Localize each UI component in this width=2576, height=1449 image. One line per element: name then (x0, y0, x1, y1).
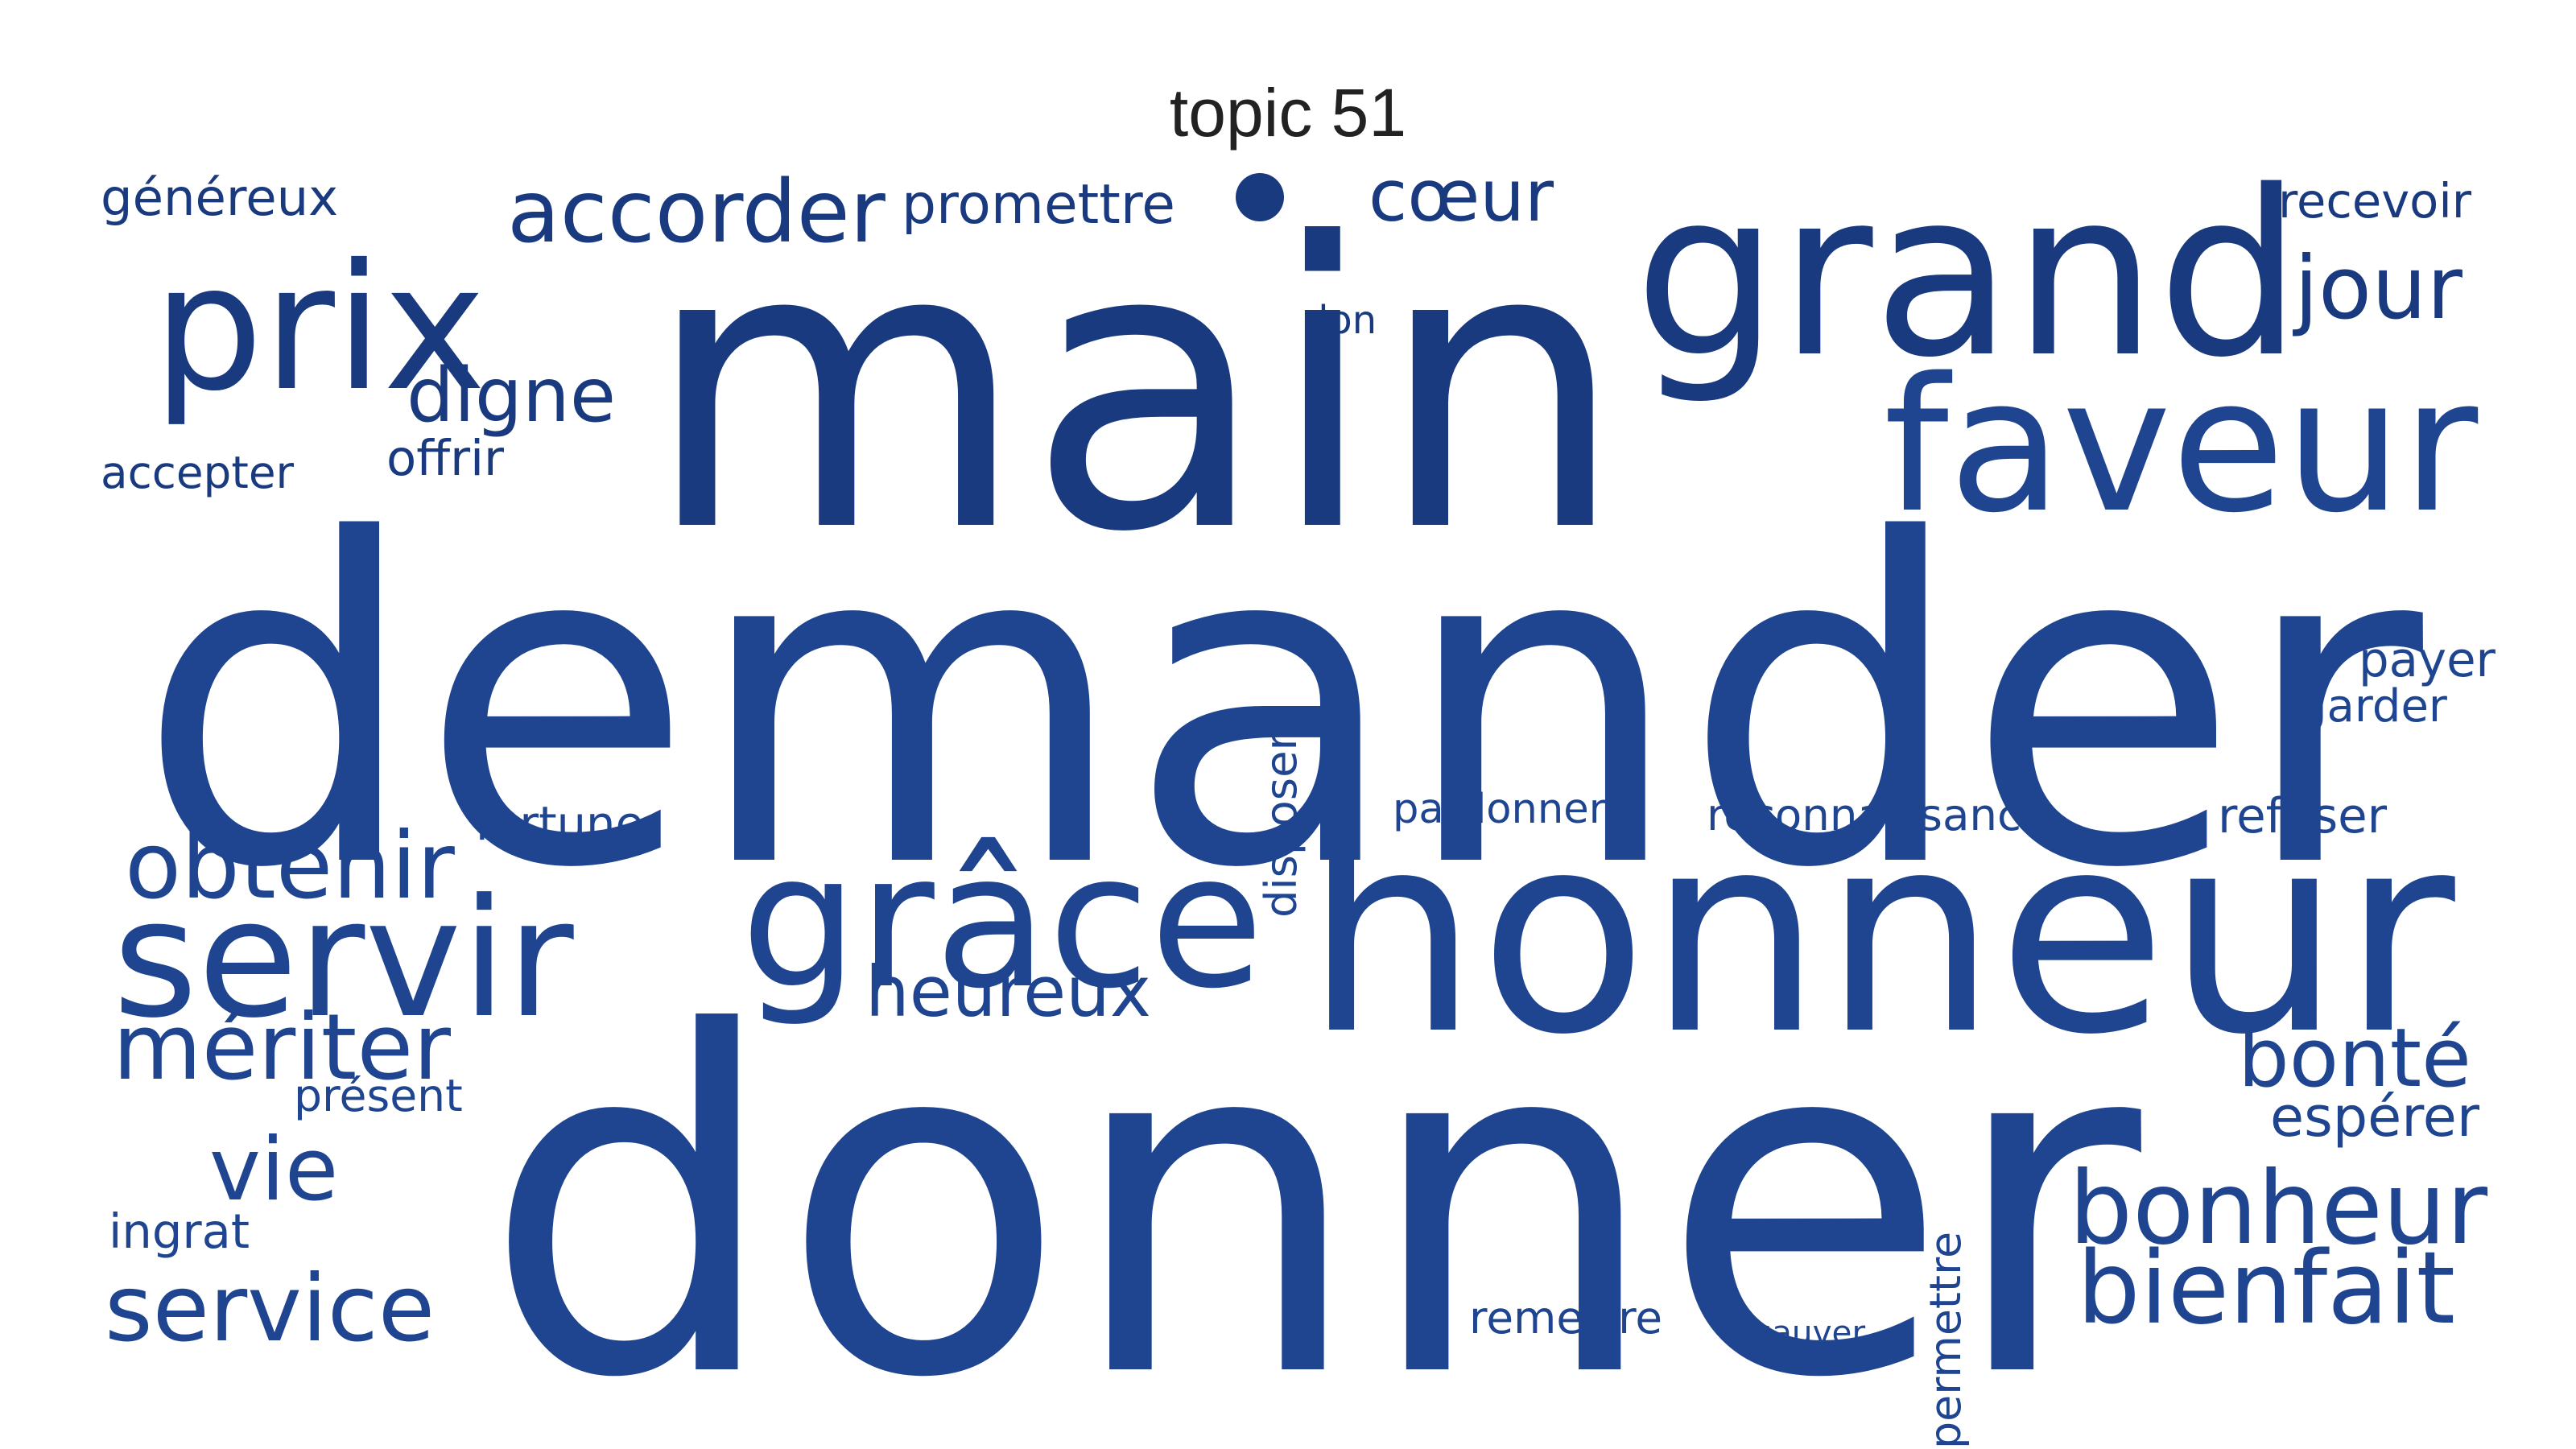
chart-title: topic 51 (1169, 75, 1407, 151)
word-demander: demander (137, 446, 2423, 965)
word-permettre: permettre (1920, 1231, 1971, 1449)
word-honneur: honneur (1304, 774, 2455, 1095)
word-grace: grâce (741, 814, 1264, 1030)
word-meriter: mériter (113, 994, 451, 1100)
word-prix: prix (153, 227, 486, 429)
word-fortune: fortune (475, 797, 644, 851)
word-payer: payer (2359, 632, 2496, 687)
word-ingrat: ingrat (109, 1203, 250, 1259)
word-faveur: faveur (1884, 339, 2479, 554)
word-jour: jour (2294, 238, 2462, 339)
word-service: service (105, 1256, 436, 1363)
word-promettre: promettre (902, 172, 1175, 236)
word-accorder: accorder (507, 162, 886, 262)
word-reconnaissance: reconnaissance (1707, 789, 2049, 840)
word-digne: digne (407, 352, 617, 439)
word-disposer: disposer (1256, 733, 1307, 918)
word-refuser: refuser (2218, 789, 2388, 844)
word-offrir: offrir (386, 431, 504, 487)
word-genereux: généreux (101, 168, 339, 227)
word-esperer: espérer (2270, 1086, 2480, 1150)
word-servir: servir (113, 864, 574, 1054)
word-recevoir: recevoir (2278, 173, 2472, 229)
word-bonte: bonté (2238, 1011, 2471, 1105)
word-pardonner: pardonner (1393, 786, 1606, 833)
word-garder: garder (2298, 680, 2447, 733)
word-vie: vie (209, 1120, 339, 1220)
word-main: main (644, 161, 1627, 618)
word-accepter: accepter (101, 447, 295, 498)
word-bienfait: bienfait (2077, 1231, 2455, 1347)
word-obtenir: obtenir (125, 813, 455, 920)
word-donner: donner (483, 935, 2141, 1449)
word-don: don (1304, 299, 1377, 343)
word-grand: grand (1634, 142, 2302, 407)
word-remettre: remettre (1469, 1292, 1663, 1344)
word-coeur: cœur (1368, 155, 1554, 237)
decorative-dot (1236, 173, 1284, 221)
word-present: présent (294, 1071, 463, 1122)
word-heureux: heureux (865, 952, 1151, 1033)
word-sauver: sauver (1755, 1313, 1866, 1352)
word-bonheur: bonheur (2069, 1150, 2488, 1267)
